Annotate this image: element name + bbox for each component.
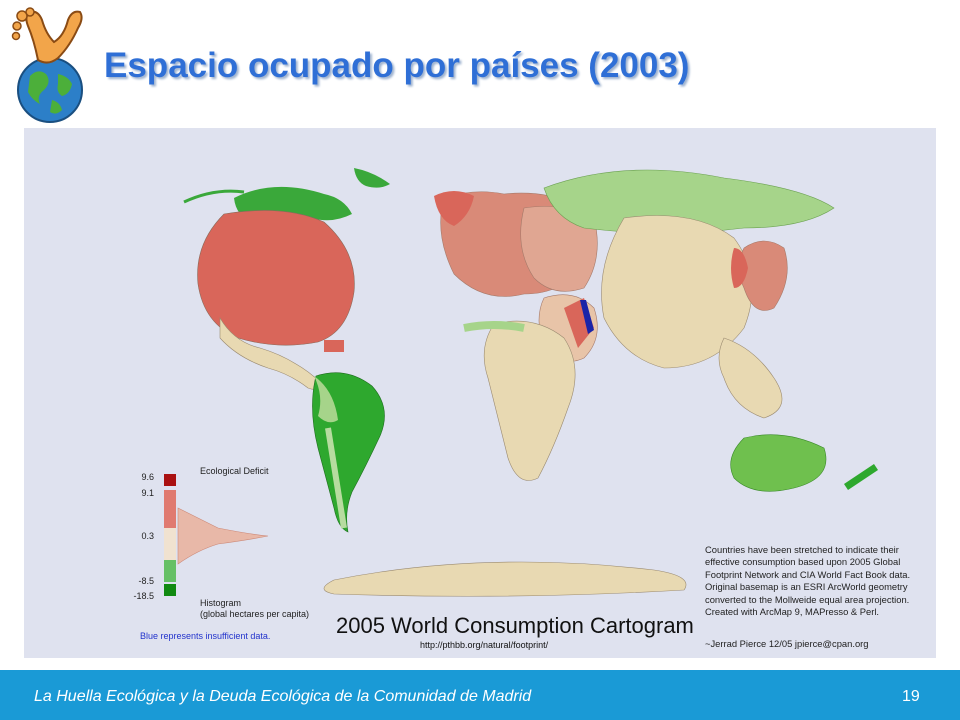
blue-note: Blue represents insufficient data. bbox=[140, 631, 271, 641]
usa bbox=[197, 210, 355, 346]
footer-bar bbox=[0, 670, 960, 720]
russia bbox=[543, 169, 835, 234]
africa bbox=[483, 320, 576, 481]
cartogram-url: http://pthbb.org/natural/footprint/ bbox=[420, 640, 549, 650]
histogram-label-title: Histogram bbox=[200, 598, 242, 608]
legend-tick: -8.5 bbox=[138, 576, 154, 586]
legend-tick: 0.3 bbox=[141, 531, 154, 541]
caribbean bbox=[324, 340, 344, 352]
cartogram-image bbox=[164, 168, 878, 597]
legend-tick: -18.5 bbox=[133, 591, 154, 601]
footprint-globe-icon bbox=[11, 7, 83, 123]
map-credit: Countries have been stretched to indicat… bbox=[705, 544, 911, 618]
australia bbox=[730, 434, 827, 492]
legend-tick: 9.6 bbox=[141, 472, 154, 482]
legend-tick: 9.1 bbox=[141, 488, 154, 498]
legend-bar-deficit-top bbox=[164, 474, 176, 486]
world-cartogram: Ecological Deficit 9.6 9.1 0.3 -8.5 -18.… bbox=[24, 128, 936, 658]
legend-bar-gradient-green bbox=[164, 560, 176, 582]
scandinavia bbox=[434, 191, 474, 226]
antarctica bbox=[323, 561, 687, 597]
andes-light bbox=[325, 427, 347, 529]
page-number: 19 bbox=[902, 688, 920, 705]
map-signature: ~Jerrad Pierce 12/05 jpierce@cpan.org bbox=[705, 638, 869, 649]
south-america-north bbox=[314, 376, 338, 423]
new-zealand bbox=[844, 464, 878, 490]
page-title: Espacio ocupado por países (2003) bbox=[104, 46, 690, 85]
china-asia bbox=[601, 215, 753, 369]
alaska-strip bbox=[183, 189, 245, 204]
histogram-label: Histogram (global hectares per capita) bbox=[200, 598, 309, 620]
legend-bar-gradient-mid bbox=[164, 528, 176, 568]
korea bbox=[731, 248, 748, 288]
canada-north bbox=[354, 168, 390, 188]
north-africa-green bbox=[463, 321, 525, 332]
no-data-1 bbox=[580, 300, 594, 334]
legend-histogram bbox=[177, 507, 269, 565]
legend-title: Ecological Deficit bbox=[200, 466, 269, 476]
cartogram-title: 2005 World Consumption Cartogram bbox=[336, 613, 694, 638]
southeast-asia bbox=[718, 337, 783, 419]
legend-bar-reserve-bottom bbox=[164, 584, 176, 596]
histogram-label-units: (global hectares per capita) bbox=[200, 609, 310, 619]
footer-text: La Huella Ecológica y la Deuda Ecológica… bbox=[34, 688, 532, 705]
